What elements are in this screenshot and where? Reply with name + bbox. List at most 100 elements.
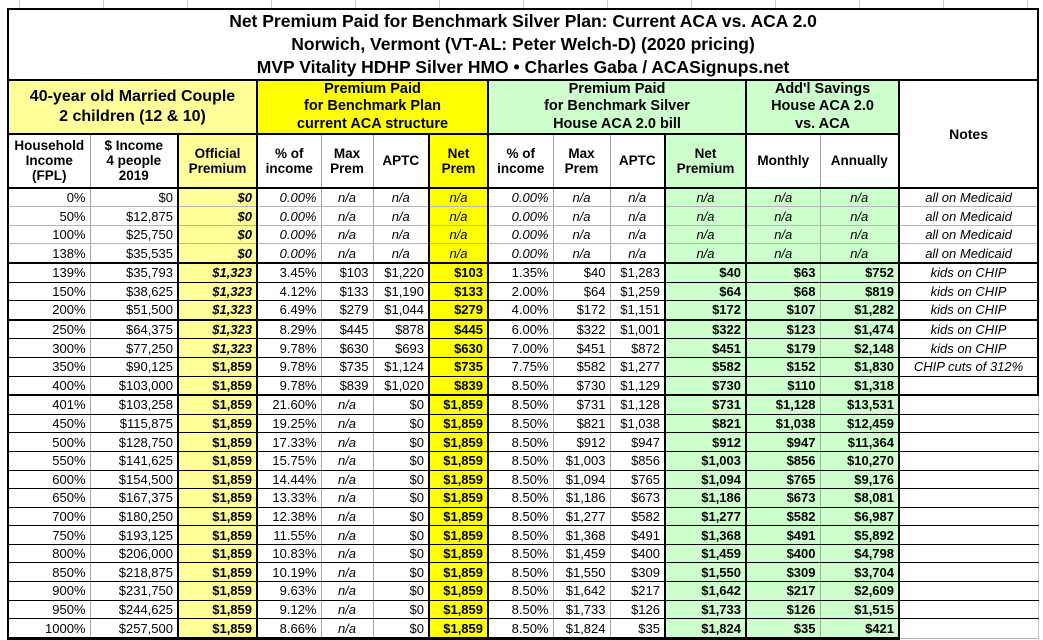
cell-aca2_max_prem[interactable]: $322 bbox=[552, 319, 611, 340]
cell-aca2_pct_income[interactable]: 8.50% bbox=[487, 562, 554, 583]
cell-official_premium[interactable]: $1,859 bbox=[177, 618, 258, 640]
cell-savings_annually[interactable]: $10,270 bbox=[819, 450, 900, 471]
cell-savings_annually[interactable]: n/a bbox=[819, 224, 900, 245]
cell-aca2_pct_income[interactable]: 8.50% bbox=[487, 450, 554, 471]
cell-official_premium[interactable]: $0 bbox=[177, 243, 258, 264]
cell-savings_annually[interactable]: $9,176 bbox=[819, 469, 900, 490]
cell-aca_max_prem[interactable]: n/a bbox=[320, 581, 374, 601]
cell-aca_net_prem[interactable]: $1,859 bbox=[428, 618, 489, 640]
cell-aca_max_prem[interactable]: n/a bbox=[320, 469, 374, 490]
cell-income[interactable]: $103,000 bbox=[89, 375, 179, 397]
cell-income[interactable]: $12,875 bbox=[89, 206, 179, 226]
cell-aca2_aptc[interactable]: $1,277 bbox=[609, 356, 666, 377]
cell-aca2_pct_income[interactable]: 8.50% bbox=[487, 506, 554, 527]
cell-fpl[interactable]: 550% bbox=[7, 450, 91, 471]
cell-income[interactable]: $180,250 bbox=[89, 506, 179, 527]
cell-aca2_net_premium[interactable]: $1,003 bbox=[664, 450, 747, 471]
cell-aca2_pct_income[interactable]: 8.50% bbox=[487, 413, 554, 434]
cell-savings_monthly[interactable]: $400 bbox=[745, 543, 821, 564]
cell-savings_monthly[interactable]: $309 bbox=[745, 562, 821, 583]
cell-savings_annually[interactable]: $1,282 bbox=[819, 300, 900, 321]
cell-savings_monthly[interactable]: $1,128 bbox=[745, 394, 821, 415]
cell-aca2_pct_income[interactable]: 1.35% bbox=[487, 262, 554, 283]
cell-notes[interactable]: kids on CHIP bbox=[897, 262, 1040, 283]
cell-aca_net_prem[interactable]: $1,859 bbox=[428, 599, 489, 620]
cell-aca_max_prem[interactable]: n/a bbox=[320, 243, 374, 264]
cell-aca_max_prem[interactable]: $103 bbox=[320, 262, 374, 283]
cell-aca_aptc[interactable]: $0 bbox=[372, 562, 430, 583]
cell-aca_pct_income[interactable]: 15.75% bbox=[256, 450, 322, 471]
cell-income[interactable]: $231,750 bbox=[89, 581, 179, 601]
cell-fpl[interactable]: 800% bbox=[7, 543, 91, 564]
cell-notes[interactable] bbox=[897, 432, 1039, 452]
cell-aca2_max_prem[interactable]: $731 bbox=[552, 394, 611, 415]
cell-notes[interactable] bbox=[897, 525, 1039, 545]
cell-aca2_aptc[interactable]: $491 bbox=[609, 525, 666, 545]
cell-aca_net_prem[interactable]: $103 bbox=[428, 262, 489, 283]
cell-aca2_max_prem[interactable]: $1,003 bbox=[552, 450, 611, 471]
cell-official_premium[interactable]: $1,859 bbox=[177, 469, 258, 490]
cell-notes[interactable] bbox=[897, 543, 1039, 564]
cell-income[interactable]: $35,535 bbox=[89, 243, 179, 264]
cell-aca_net_prem[interactable]: $133 bbox=[428, 281, 489, 302]
cell-aca2_net_premium[interactable]: $1,094 bbox=[664, 469, 747, 490]
cell-aca_net_prem[interactable]: $1,859 bbox=[428, 525, 489, 545]
cell-fpl[interactable]: 401% bbox=[7, 394, 91, 415]
cell-aca_aptc[interactable]: $0 bbox=[372, 394, 430, 415]
cell-aca_max_prem[interactable]: $735 bbox=[320, 356, 374, 377]
cell-aca_net_prem[interactable]: $1,859 bbox=[428, 432, 489, 452]
cell-aca2_aptc[interactable]: $872 bbox=[609, 338, 666, 358]
cell-aca_net_prem[interactable]: $630 bbox=[428, 338, 489, 358]
cell-aca2_aptc[interactable]: $1,259 bbox=[609, 281, 666, 302]
cell-aca_pct_income[interactable]: 17.33% bbox=[256, 432, 322, 452]
cell-aca_max_prem[interactable]: $630 bbox=[320, 338, 374, 358]
cell-official_premium[interactable]: $0 bbox=[177, 206, 258, 226]
cell-notes[interactable]: all on Medicaid bbox=[897, 243, 1040, 264]
cell-income[interactable]: $77,250 bbox=[89, 338, 179, 358]
cell-aca2_max_prem[interactable]: $1,459 bbox=[552, 543, 611, 564]
cell-aca2_max_prem[interactable]: $451 bbox=[552, 338, 611, 358]
cell-aca_pct_income[interactable]: 9.78% bbox=[256, 356, 322, 377]
cell-aca_aptc[interactable]: $0 bbox=[372, 581, 430, 601]
cell-aca2_net_premium[interactable]: $582 bbox=[664, 356, 747, 377]
cell-aca_max_prem[interactable]: n/a bbox=[320, 562, 374, 583]
cell-aca2_net_premium[interactable]: $730 bbox=[664, 375, 747, 397]
cell-aca2_pct_income[interactable]: 4.00% bbox=[487, 300, 554, 321]
cell-aca_aptc[interactable]: $0 bbox=[372, 618, 430, 640]
cell-aca2_pct_income[interactable]: 8.50% bbox=[487, 581, 554, 601]
cell-aca2_aptc[interactable]: $1,128 bbox=[609, 394, 666, 415]
cell-aca2_aptc[interactable]: $1,129 bbox=[609, 375, 666, 397]
cell-aca_max_prem[interactable]: n/a bbox=[320, 432, 374, 452]
cell-savings_monthly[interactable]: $491 bbox=[745, 525, 821, 545]
cell-aca2_aptc[interactable]: n/a bbox=[609, 224, 666, 245]
cell-aca2_net_premium[interactable]: n/a bbox=[664, 243, 747, 264]
cell-aca_pct_income[interactable]: 19.25% bbox=[256, 413, 322, 434]
cell-aca2_pct_income[interactable]: 7.00% bbox=[487, 338, 554, 358]
cell-income[interactable]: $103,258 bbox=[89, 394, 179, 415]
cell-notes[interactable] bbox=[897, 413, 1039, 434]
cell-aca_aptc[interactable]: $0 bbox=[372, 525, 430, 545]
cell-aca_pct_income[interactable]: 12.38% bbox=[256, 506, 322, 527]
cell-official_premium[interactable]: $1,859 bbox=[177, 413, 258, 434]
cell-income[interactable]: $218,875 bbox=[89, 562, 179, 583]
cell-aca2_pct_income[interactable]: 8.50% bbox=[487, 543, 554, 564]
cell-aca_max_prem[interactable]: n/a bbox=[320, 413, 374, 434]
cell-aca2_max_prem[interactable]: $1,642 bbox=[552, 581, 611, 601]
cell-aca_max_prem[interactable]: n/a bbox=[320, 506, 374, 527]
cell-aca_max_prem[interactable]: n/a bbox=[320, 525, 374, 545]
cell-official_premium[interactable]: $1,859 bbox=[177, 543, 258, 564]
cell-savings_annually[interactable]: $12,459 bbox=[819, 413, 900, 434]
cell-aca_max_prem[interactable]: n/a bbox=[320, 599, 374, 620]
cell-aca_pct_income[interactable]: 8.29% bbox=[256, 319, 322, 340]
cell-aca_net_prem[interactable]: $735 bbox=[428, 356, 489, 377]
cell-aca2_pct_income[interactable]: 8.50% bbox=[487, 469, 554, 490]
cell-aca2_net_premium[interactable]: n/a bbox=[664, 206, 747, 226]
cell-fpl[interactable]: 900% bbox=[7, 581, 91, 601]
cell-fpl[interactable]: 50% bbox=[7, 206, 91, 226]
cell-aca2_net_premium[interactable]: $1,824 bbox=[664, 618, 747, 640]
cell-savings_monthly[interactable]: $126 bbox=[745, 599, 821, 620]
cell-aca2_max_prem[interactable]: $1,094 bbox=[552, 469, 611, 490]
cell-aca_pct_income[interactable]: 9.78% bbox=[256, 338, 322, 358]
cell-aca_aptc[interactable]: $878 bbox=[372, 319, 430, 340]
cell-savings_monthly[interactable]: $179 bbox=[745, 338, 821, 358]
